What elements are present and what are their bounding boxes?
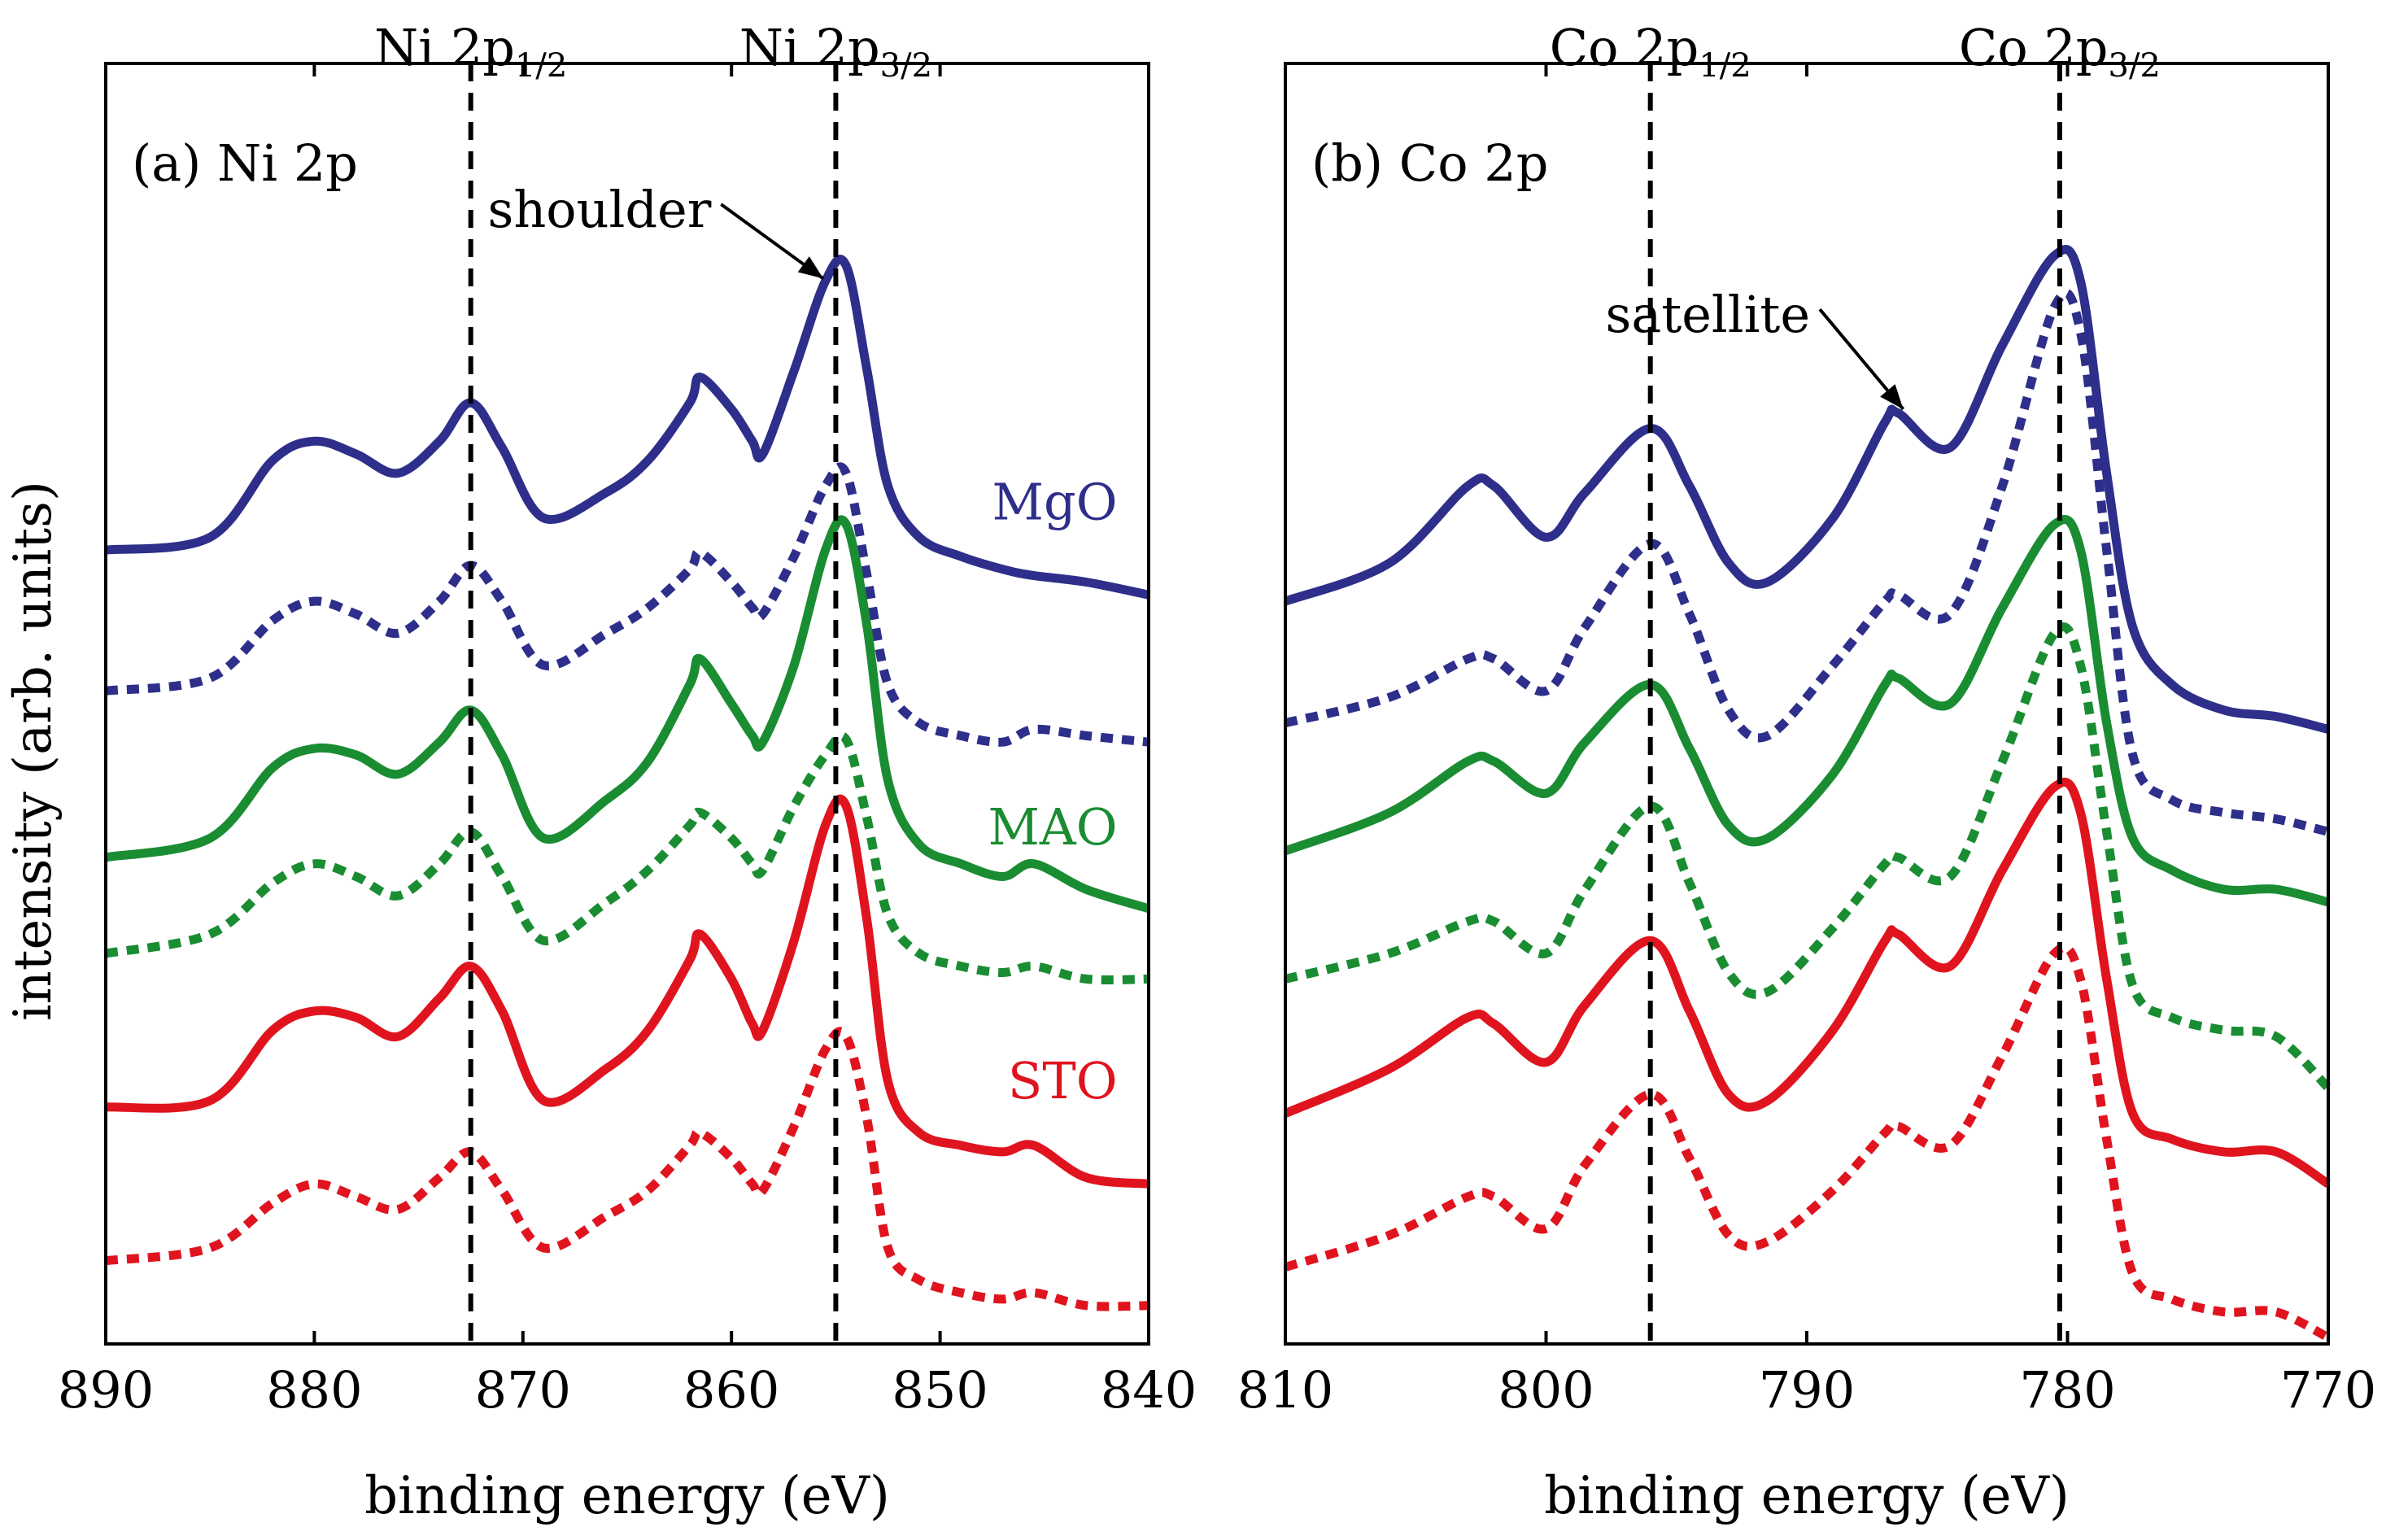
series-line-mgo <box>105 255 1150 600</box>
x-tick-label: 860 <box>683 1360 779 1420</box>
x-tick-label: 800 <box>1498 1360 1594 1420</box>
annotation-arrowhead <box>1880 384 1904 409</box>
annotation-label: satellite <box>1606 285 1810 344</box>
panel-label: (a) Ni 2p <box>132 133 358 193</box>
peak-label-1: Co 2p1/2 <box>1550 18 1751 85</box>
series-line-mao <box>104 515 1150 914</box>
x-axis-label: binding energy (eV) <box>1544 1466 2070 1526</box>
y-axis-label: intensity (arb. units) <box>3 481 63 1021</box>
substrate-label-sto: STO <box>1008 1051 1118 1110</box>
peak-label-subscript: 1/2 <box>1699 47 1751 85</box>
series-line-sto <box>105 794 1149 1189</box>
peak-label-main: Ni 2p <box>374 18 515 77</box>
plot-frame <box>104 62 1150 1346</box>
series-line-mgo <box>1284 245 2330 734</box>
peak-label-subscript: 3/2 <box>880 47 932 85</box>
series-line-mao-dotted <box>1284 622 2331 1092</box>
substrate-label-mao: MAO <box>988 797 1117 857</box>
series-line-sto-dotted <box>1284 943 2331 1342</box>
peak-label-2: Ni 2p3/2 <box>739 18 932 85</box>
series-line-mao-dotted <box>105 731 1149 985</box>
x-tick-label: 780 <box>2019 1360 2115 1420</box>
peak-label-main: Ni 2p <box>739 18 880 77</box>
peak-label-main: Co 2p <box>1959 18 2109 77</box>
panel-label: (b) Co 2p <box>1311 133 1548 193</box>
annotation-arrowhead <box>797 256 824 279</box>
peak-label-1: Ni 2p1/2 <box>374 18 567 85</box>
x-tick-label: 790 <box>1759 1360 1855 1420</box>
series-line-sto <box>1283 778 2331 1188</box>
annotation-label: shoulder <box>488 180 712 239</box>
x-tick-label: 840 <box>1101 1360 1197 1420</box>
x-tick-label: 890 <box>58 1360 154 1420</box>
x-tick-label: 880 <box>266 1360 362 1420</box>
series-line-mao <box>1284 515 2330 907</box>
series-line-sto-dotted <box>105 1027 1149 1311</box>
substrate-label-mgo: MgO <box>992 472 1118 531</box>
series-line-mgo-dotted <box>1284 288 2330 836</box>
peak-label-subscript: 3/2 <box>2109 47 2161 85</box>
x-tick-label: 870 <box>475 1360 571 1420</box>
peak-label-2: Co 2p3/2 <box>1959 18 2161 85</box>
plot-frame <box>1284 62 2330 1346</box>
series-line-mgo-dotted <box>105 462 1149 747</box>
x-tick-label: 810 <box>1237 1360 1333 1420</box>
x-axis-label: binding energy (eV) <box>364 1466 890 1526</box>
x-tick-label: 770 <box>2280 1360 2376 1420</box>
peak-label-main: Co 2p <box>1550 18 1699 77</box>
x-tick-label: 850 <box>892 1360 988 1420</box>
